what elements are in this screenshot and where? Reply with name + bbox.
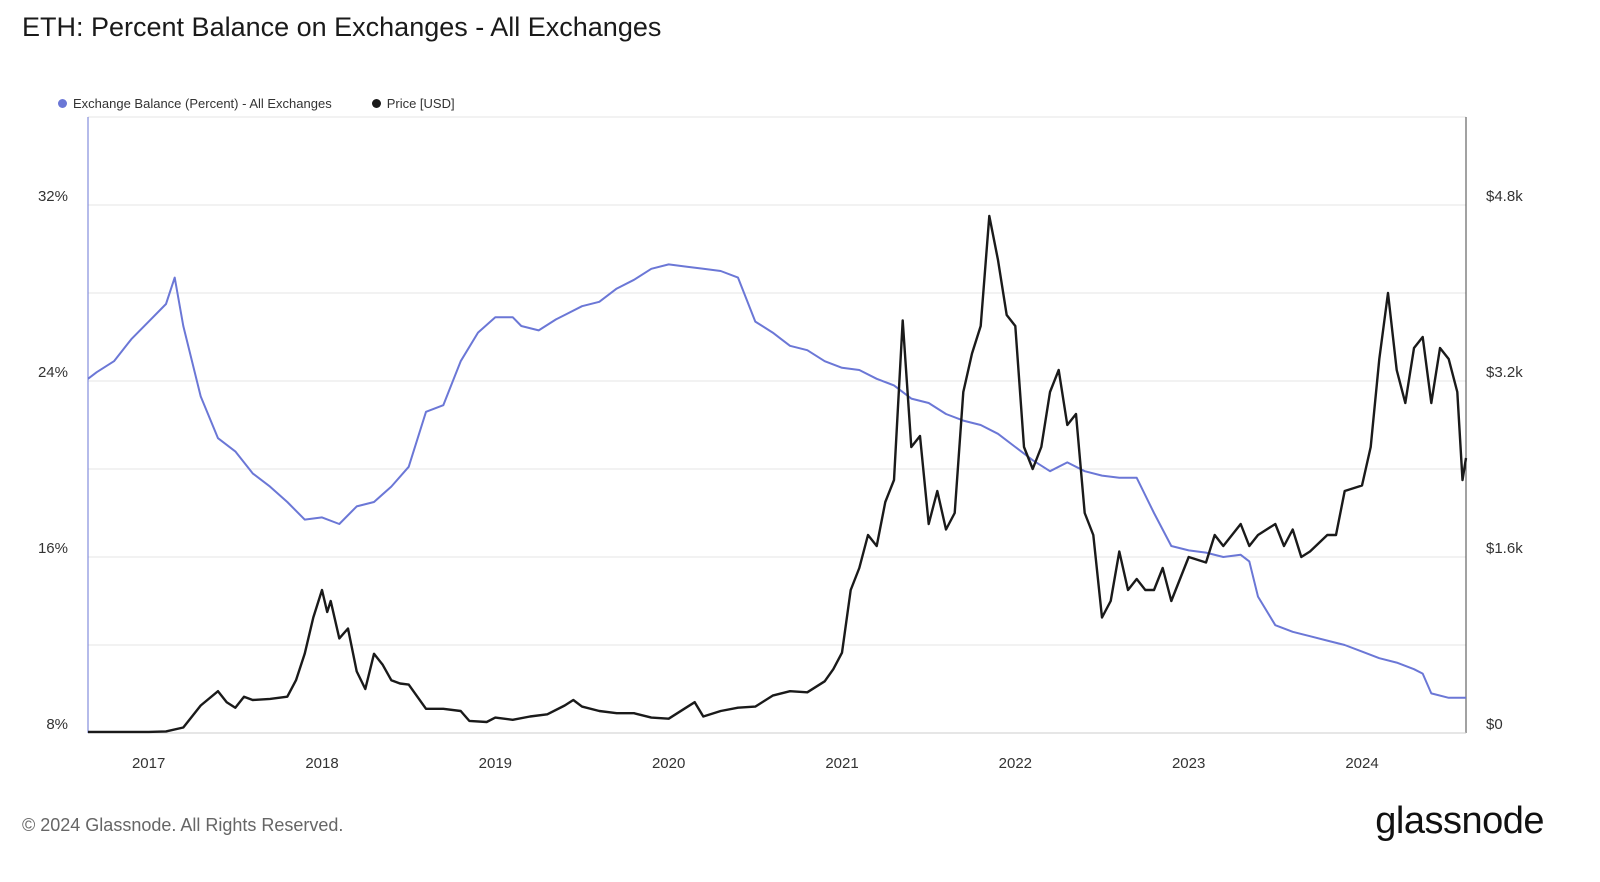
price-line bbox=[88, 214, 1468, 734]
legend-item-price[interactable]: Price [USD] bbox=[371, 96, 455, 111]
y-right-tick-label: $3.2k bbox=[1486, 364, 1523, 381]
legend: Exchange Balance (Percent) - All Exchang… bbox=[58, 96, 455, 111]
x-tick-label: 2022 bbox=[999, 755, 1032, 772]
y-left-tick-label: 8% bbox=[46, 716, 68, 733]
legend-item-exchange-balance[interactable]: Exchange Balance (Percent) - All Exchang… bbox=[58, 96, 332, 111]
y-left-tick-label: 24% bbox=[38, 364, 68, 381]
x-tick-label: 2019 bbox=[479, 755, 512, 772]
y-left-tick-label: 32% bbox=[38, 188, 68, 205]
chart-title: ETH: Percent Balance on Exchanges - All … bbox=[22, 12, 662, 42]
legend-label-price: Price [USD] bbox=[386, 96, 455, 111]
legend-dot-exchange-balance bbox=[58, 99, 67, 108]
legend-dot-price bbox=[371, 99, 381, 108]
x-tick-label: 2017 bbox=[132, 755, 165, 772]
y-right-tick-label: $4.8k bbox=[1486, 188, 1523, 205]
x-tick-label: 2018 bbox=[305, 755, 338, 772]
x-tick-label: 2021 bbox=[825, 755, 858, 772]
y-right-tick-label: $0 bbox=[1486, 716, 1503, 733]
x-tick-label: 2024 bbox=[1345, 755, 1378, 772]
exchange-balance-line bbox=[87, 263, 1466, 699]
legend-label-exchange-balance: Exchange Balance (Percent) - All Exchang… bbox=[73, 96, 332, 111]
x-tick-label: 2023 bbox=[1172, 755, 1205, 772]
y-left-tick-label: 16% bbox=[38, 540, 68, 557]
copyright-footer: © 2024 Glassnode. All Rights Reserved. bbox=[22, 815, 344, 835]
x-tick-label: 2020 bbox=[652, 755, 685, 772]
brand-logo: glassnode bbox=[1375, 800, 1544, 842]
y-right-tick-label: $1.6k bbox=[1486, 540, 1523, 557]
